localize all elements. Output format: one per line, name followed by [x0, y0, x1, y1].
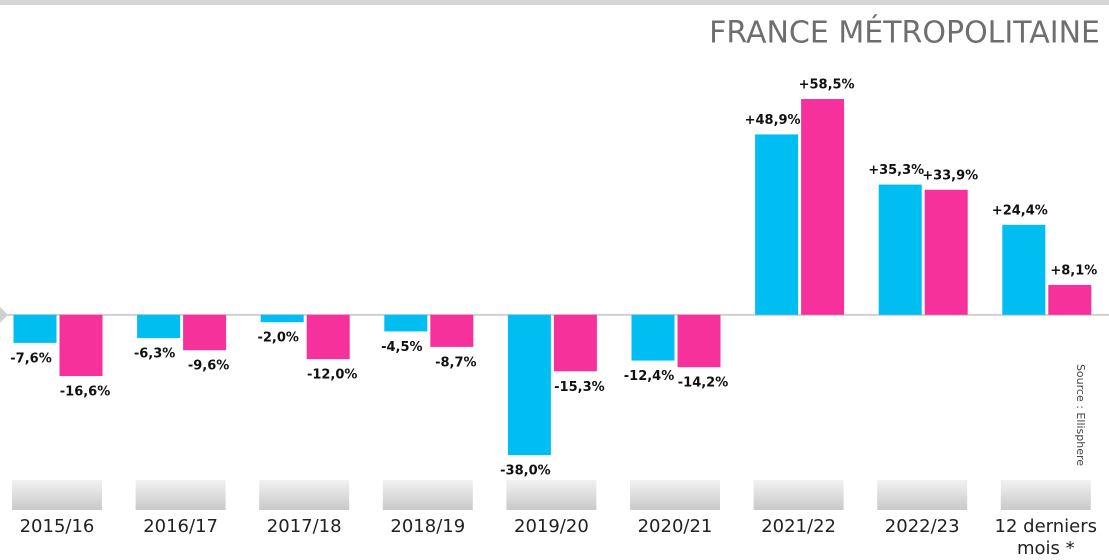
value-label: -38,0%	[500, 464, 551, 479]
bar	[13, 314, 57, 343]
category-box	[877, 480, 968, 510]
value-label: -9,6%	[188, 359, 229, 374]
value-label: -4,5%	[381, 340, 422, 355]
value-label: -16,6%	[60, 385, 111, 400]
bar	[384, 314, 428, 332]
bar	[137, 314, 181, 339]
category-box	[382, 480, 473, 510]
x-tick-label: 2015/16	[19, 516, 95, 537]
bar	[1048, 284, 1092, 315]
category-box	[1000, 480, 1091, 510]
category-box	[135, 480, 226, 510]
category-box	[753, 480, 844, 510]
top-strip	[0, 0, 1109, 5]
value-label: +35,3%	[868, 163, 924, 178]
value-label: +24,4%	[992, 203, 1048, 218]
value-label: +33,9%	[922, 168, 978, 183]
bar	[260, 314, 304, 323]
value-label: +8,1%	[1050, 263, 1097, 278]
bar	[553, 314, 597, 372]
x-tick-label: 12 derniers mois *	[994, 516, 1098, 559]
bar	[924, 189, 968, 315]
bar	[755, 134, 799, 315]
value-label: -7,6%	[10, 351, 51, 366]
bar	[631, 314, 675, 361]
bar	[430, 314, 474, 347]
value-label: -6,3%	[134, 347, 175, 362]
x-tick-label: 2018/19	[390, 516, 466, 537]
value-label: -15,3%	[554, 380, 605, 395]
category-box	[12, 480, 102, 510]
x-tick-label: 2022/23	[884, 516, 960, 537]
axis-arrow	[0, 306, 8, 323]
chart-title: FRANCE MÉTROPOLITAINE	[709, 15, 1100, 51]
bar	[183, 314, 227, 351]
value-label: -12,4%	[624, 369, 675, 384]
category-box	[259, 480, 350, 510]
bar	[59, 314, 103, 377]
value-label: +48,9%	[745, 113, 801, 128]
x-tick-label: 2020/21	[637, 516, 713, 537]
bar	[1002, 224, 1046, 315]
bar	[878, 184, 922, 315]
category-box	[506, 480, 597, 510]
x-tick-label: 2021/22	[761, 516, 836, 537]
bar	[677, 314, 721, 368]
x-tick-label: 2017/18	[266, 516, 342, 537]
value-label: -12,0%	[307, 368, 358, 383]
source: Source : Ellisphere	[1074, 364, 1087, 466]
value-label: +58,5%	[799, 78, 855, 93]
x-tick-label: 2016/17	[143, 516, 218, 537]
bar	[801, 99, 845, 315]
x-tick-label: 2019/20	[514, 516, 589, 537]
value-label: -8,7%	[435, 355, 476, 370]
value-label: -14,2%	[678, 376, 729, 391]
bar	[507, 314, 551, 455]
bar	[306, 314, 350, 360]
category-box	[630, 480, 720, 510]
value-label: -2,0%	[257, 331, 298, 346]
